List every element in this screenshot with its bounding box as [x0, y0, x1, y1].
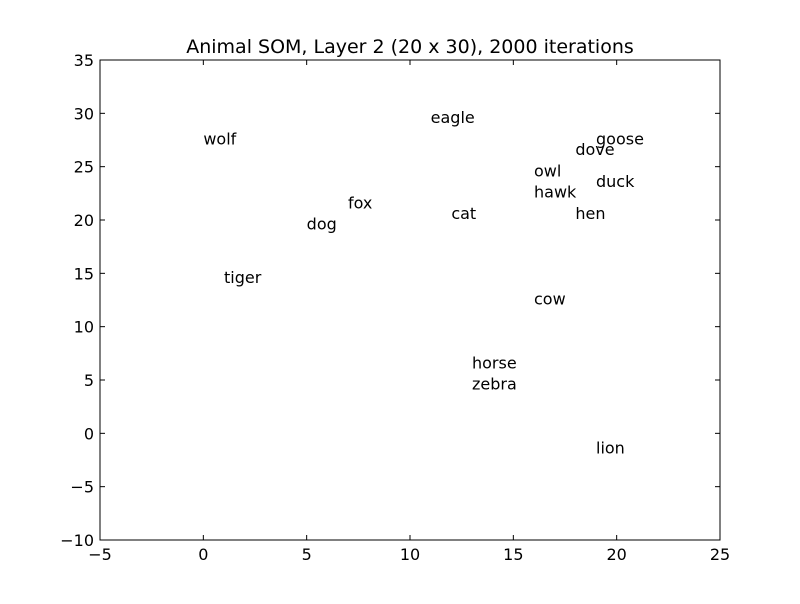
plot-frame [99, 59, 721, 541]
y-tick-label: 0 [84, 424, 94, 443]
y-tick-label: 15 [74, 264, 94, 283]
point-label-zebra: zebra [472, 375, 517, 394]
point-label-cat: cat [451, 204, 476, 223]
point-label-duck: duck [596, 172, 635, 191]
point-label-eagle: eagle [431, 108, 475, 127]
point-label-hawk: hawk [534, 183, 577, 202]
x-tick-label: 15 [503, 545, 523, 564]
chart-title: Animal SOM, Layer 2 (20 x 30), 2000 iter… [186, 36, 634, 58]
point-label-fox: fox [348, 193, 372, 212]
point-label-cow: cow [534, 289, 566, 308]
x-tick-label: 10 [400, 545, 420, 564]
point-label-dove: dove [575, 140, 614, 159]
point-label-dog: dog [307, 215, 337, 234]
y-tick-label: 10 [74, 318, 94, 337]
y-tick-label: 5 [84, 371, 94, 390]
point-label-horse: horse [472, 353, 517, 372]
x-tick-label: 5 [302, 545, 312, 564]
point-label-hen: hen [575, 204, 605, 223]
y-tick-label: −5 [70, 478, 94, 497]
x-tick-label: 20 [606, 545, 626, 564]
plot-background [100, 60, 720, 540]
x-tick-label: −5 [88, 545, 112, 564]
y-tick-label: 35 [74, 51, 94, 70]
x-tick-label: 0 [198, 545, 208, 564]
point-label-wolf: wolf [203, 129, 236, 148]
y-tick-label: 25 [74, 158, 94, 177]
point-label-owl: owl [534, 161, 561, 180]
x-tick-label: 25 [710, 545, 730, 564]
y-tick-label: −10 [60, 531, 94, 550]
y-tick-label: 20 [74, 211, 94, 230]
y-tick-label: 30 [74, 104, 94, 123]
point-label-goose: goose [596, 129, 644, 148]
point-label-tiger: tiger [224, 268, 262, 287]
point-label-lion: lion [596, 439, 625, 458]
